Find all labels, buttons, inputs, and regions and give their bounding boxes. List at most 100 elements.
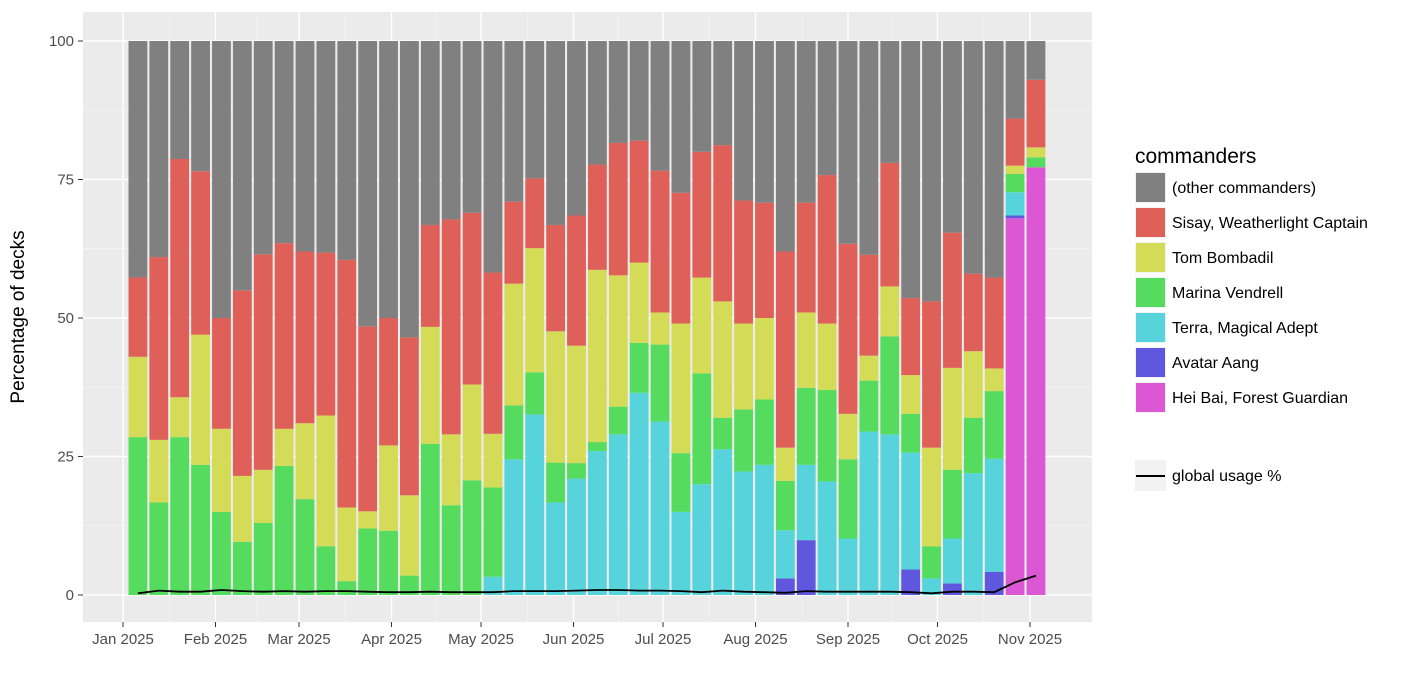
bar-stack [441, 41, 461, 595]
bar-segment [420, 326, 440, 444]
bar-segment [232, 541, 252, 595]
bar-segment [1005, 215, 1025, 219]
bar-segment [671, 323, 691, 454]
bar-stack [149, 41, 169, 595]
bar-segment [128, 277, 148, 357]
bar-segment [922, 546, 941, 579]
bar-segment [859, 254, 879, 356]
bar-segment [274, 465, 294, 595]
x-tick-label: Nov 2025 [998, 631, 1062, 648]
bar-segment [170, 159, 190, 398]
bar-segment [358, 528, 378, 595]
bar-stack [128, 41, 148, 595]
x-tick-label: Sep 2025 [816, 631, 880, 648]
bar-segment [1026, 157, 1046, 168]
bar-stack [567, 41, 586, 595]
bar-segment [671, 511, 691, 595]
bar-segment [504, 459, 524, 595]
legend-title: commanders [1135, 145, 1256, 168]
bar-segment [796, 540, 816, 595]
legend-label: Marina Vendrell [1172, 285, 1283, 302]
bar-segment [170, 437, 190, 595]
bar-segment [943, 538, 962, 584]
bar-segment [441, 41, 461, 220]
bar-segment [859, 431, 879, 595]
bar-segment [671, 192, 691, 324]
y-tick-label: 50 [57, 310, 74, 327]
bar-stack [587, 41, 607, 595]
bar-segment [1005, 218, 1025, 595]
bar-segment [379, 530, 398, 595]
bar-segment [337, 581, 357, 595]
legend-label: global usage % [1172, 468, 1281, 485]
bar-segment [859, 41, 879, 255]
bar-stack [629, 41, 649, 595]
bar-segment [441, 434, 461, 506]
bar-segment [838, 459, 858, 539]
bar-segment [650, 170, 670, 313]
bar-segment [922, 301, 941, 448]
bar-segment [984, 41, 1004, 278]
bar-segment [692, 151, 712, 278]
bar-segment [755, 318, 774, 400]
bar-segment [400, 575, 419, 595]
bar-segment [191, 464, 210, 595]
y-axis: 0 25 50 75 100 [49, 33, 83, 604]
bar-segment [212, 511, 231, 595]
bar-segment [838, 243, 858, 414]
bar-stack [1005, 41, 1025, 595]
bar-segment [817, 481, 837, 595]
bar-segment [504, 41, 524, 202]
bar-stack [400, 41, 419, 595]
bar-segment [170, 397, 190, 438]
bar-segment [149, 502, 169, 595]
bar-stack [462, 41, 482, 595]
bar-segment [212, 41, 231, 318]
bar-segment [901, 413, 921, 453]
bar-segment [1026, 41, 1046, 80]
legend-swatch [1136, 243, 1165, 272]
bar-segment [755, 464, 774, 595]
bar-segment [525, 248, 545, 373]
bar-segment [943, 41, 962, 233]
legend-label: Avatar Aang [1172, 355, 1259, 372]
bar-stack [232, 41, 252, 595]
bar-segment [274, 243, 294, 429]
bar-segment [734, 471, 753, 595]
bar-segment [274, 428, 294, 466]
bar-segment [880, 434, 900, 595]
bar-segment [629, 41, 649, 141]
bar-segment [295, 41, 315, 252]
legend-swatch [1136, 173, 1165, 202]
bar-segment [212, 318, 231, 429]
bar-segment [316, 415, 336, 547]
bar-segment [629, 140, 649, 263]
bar-segment [922, 447, 941, 547]
bar-segment [734, 323, 753, 410]
bar-segment [775, 480, 795, 531]
bar-segment [817, 390, 837, 482]
bar-segment [379, 41, 398, 318]
global-usage-line-group [137, 574, 1037, 595]
bar-segment [274, 41, 294, 244]
bar-segment [901, 298, 921, 376]
bar-segment [775, 530, 795, 579]
bar-segment [567, 463, 586, 479]
bar-segment [901, 375, 921, 414]
bar-segment [1026, 167, 1046, 595]
bar-stack [755, 41, 774, 595]
y-axis-label: Percentage of decks [8, 230, 29, 403]
bar-stack [838, 41, 858, 595]
bar-segment [462, 41, 482, 213]
bar-segment [629, 342, 649, 393]
bar-segment [462, 480, 482, 595]
bar-segment [191, 41, 210, 172]
bar-stack [796, 41, 816, 595]
bar-stack [1026, 41, 1046, 595]
bar-segment [567, 345, 586, 464]
bar-segment [1005, 118, 1025, 166]
bar-segment [775, 251, 795, 448]
bar-stack [692, 41, 712, 595]
x-axis: Jan 2025 Feb 2025 Mar 2025 Apr 2025 May 2025… [92, 622, 1062, 648]
bar-segment [253, 254, 273, 470]
